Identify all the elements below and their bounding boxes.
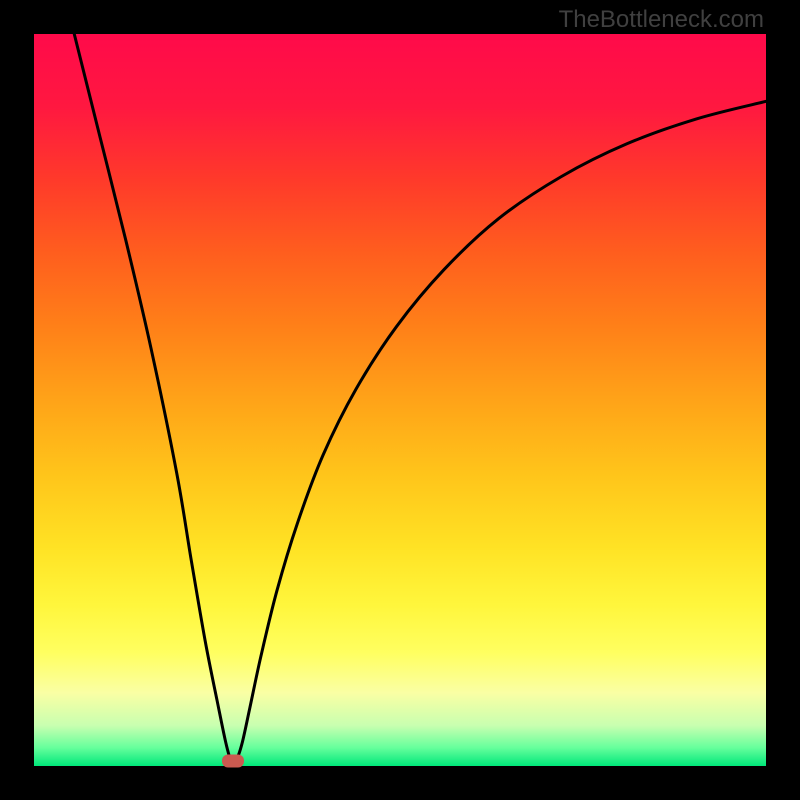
bottleneck-curve [74,34,766,762]
chart-frame: TheBottleneck.com [0,0,800,800]
plot-svg [34,34,766,766]
vertex-marker [222,754,244,767]
plot-area [34,34,766,766]
attribution-text: TheBottleneck.com [559,6,764,34]
